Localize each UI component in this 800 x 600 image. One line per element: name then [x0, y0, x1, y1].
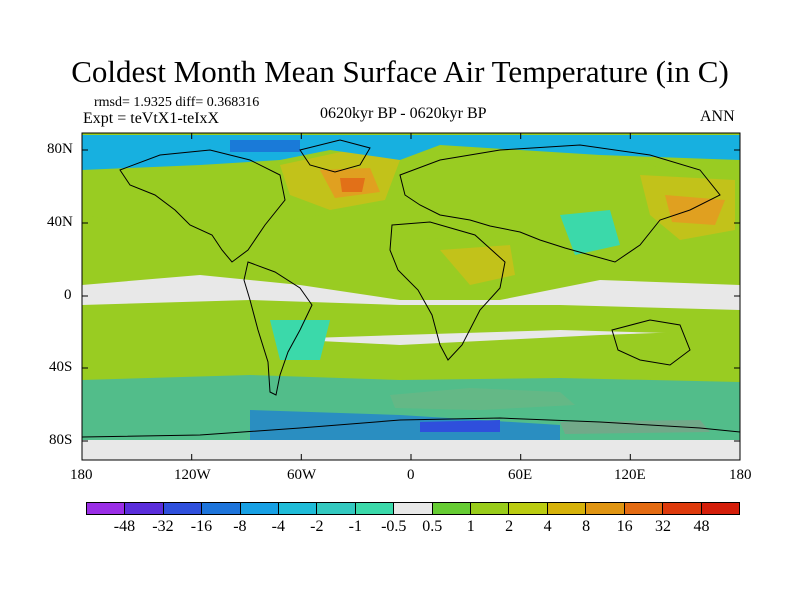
- antarctic-cold-core: [420, 420, 500, 432]
- y-tick-label: 0: [64, 287, 72, 303]
- x-tick-label: 180: [729, 467, 752, 483]
- colorbar-label: -1: [348, 518, 362, 535]
- colorbar-swatch: [87, 503, 126, 514]
- sahara-warm-core: [440, 245, 515, 285]
- australia-outline: [611, 319, 691, 366]
- antarctic-cool-region: [250, 410, 560, 440]
- tibet-cool-patch: [560, 210, 620, 255]
- x-tick-label: 120E: [614, 467, 646, 483]
- y-tick-label: 80N: [47, 141, 73, 157]
- colorbar-label: -8: [233, 518, 247, 535]
- experiment-label: Expt = teVtX1-teIxX: [83, 110, 220, 127]
- colorbar-label: 2: [505, 518, 514, 535]
- y-tick-label: 80S: [49, 432, 73, 448]
- colorbar-swatch: [663, 503, 702, 514]
- season-label: ANN: [700, 108, 735, 125]
- colorbar-swatch: [317, 503, 356, 514]
- colorbar-swatch: [240, 503, 280, 514]
- eurasia-outline: [399, 144, 721, 263]
- x-tick-label: 60E: [508, 467, 533, 483]
- x-tick-label: 180: [70, 467, 93, 483]
- colorbar-label: -4: [271, 518, 286, 535]
- coastlines: [82, 139, 740, 438]
- colorbar-label: 1: [466, 518, 475, 535]
- y-tick-label: 40N: [47, 214, 73, 230]
- northwest-pacific-hot-core: [665, 195, 725, 225]
- axis-ticks: [81, 133, 740, 460]
- colorbar-swatch: [701, 503, 739, 514]
- colorbar-swatch: [547, 503, 587, 514]
- colorbar-swatch: [586, 503, 625, 514]
- north-atlantic-hottest: [340, 178, 365, 192]
- southern-subtropics-warm-band: [82, 300, 740, 340]
- y-tick-label: 40S: [49, 359, 73, 375]
- colorbar-swatch: [509, 503, 548, 514]
- greenland-outline: [299, 139, 371, 173]
- colorbar-label: -2: [310, 518, 324, 535]
- rmsd-stats: rmsd= 1.9325 diff= 0.368316: [94, 95, 260, 110]
- colorbar-label: -0.5: [381, 518, 407, 535]
- colorbar-swatch: [432, 503, 472, 514]
- colorbar-label: -48: [113, 518, 136, 535]
- period-label: 0620kyr BP - 0620kyr BP: [320, 105, 487, 122]
- colorbar-swatch: [624, 503, 664, 514]
- colorbar-swatch: [394, 503, 433, 514]
- north-america-outline: [119, 149, 286, 263]
- x-tick-label: 60W: [287, 467, 317, 483]
- colorbar-label: 8: [582, 518, 591, 535]
- colorbar-swatch: [202, 503, 241, 514]
- colorbar: [86, 502, 740, 515]
- colorbar-label: -32: [152, 518, 174, 535]
- x-tick-label: 120W: [174, 467, 211, 483]
- x-tick-label: 0: [407, 467, 415, 483]
- colorbar-swatch: [125, 503, 164, 514]
- antarctica-outline: [82, 417, 740, 438]
- south-america-cool-patch: [270, 320, 330, 360]
- colorbar-label: 32: [655, 518, 672, 535]
- antarctica-neutral-region: [82, 440, 740, 460]
- south-america-outline: [243, 261, 313, 396]
- eurasia-warm-region: [420, 140, 700, 240]
- colorbar-label: 16: [616, 518, 633, 535]
- colorbar-swatch: [279, 503, 318, 514]
- map-fill-layer: [82, 133, 740, 460]
- colorbar-label: 48: [693, 518, 710, 535]
- africa-outline: [389, 221, 506, 361]
- arctic-cold-patch: [230, 140, 300, 152]
- colorbar-swatch: [471, 503, 510, 514]
- colorbar-label: -16: [190, 518, 213, 535]
- colorbar-label: 4: [543, 518, 552, 535]
- colorbar-label: 0.5: [422, 518, 443, 535]
- southern-ocean-cool-band: [82, 375, 740, 440]
- map-title: Coldest Month Mean Surface Air Temperatu…: [71, 54, 729, 89]
- colorbar-swatch: [163, 503, 203, 514]
- colorbar-swatch: [355, 503, 395, 514]
